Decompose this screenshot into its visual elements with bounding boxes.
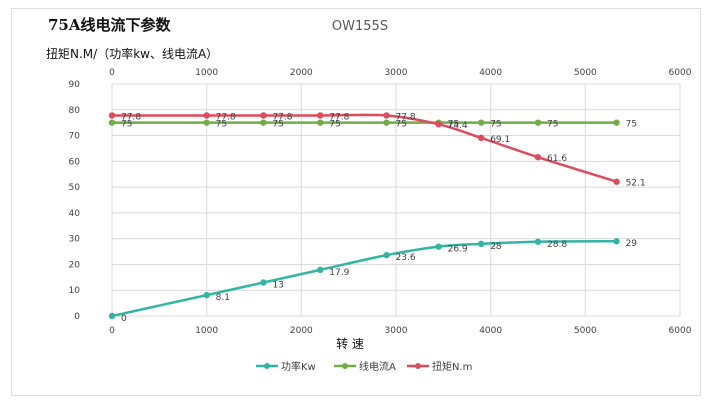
x-tick-label-bottom: 2000 [290,326,313,336]
data-label: 13 [272,280,283,290]
y-tick-label: 40 [69,209,81,219]
y-tick-label: 30 [69,235,81,245]
data-point [317,266,324,274]
y-tick-label: 50 [69,183,81,193]
y-tick-label: 70 [69,132,81,142]
data-point [108,112,116,119]
data-point [108,119,116,126]
data-label: 75 [216,120,227,130]
x-tick-label-bottom: 3000 [385,326,408,336]
legend-label: 扭矩N.m [432,360,472,373]
x-tick-label-top: 1000 [195,68,218,78]
y-tick-label: 80 [69,106,81,116]
data-point [435,243,442,250]
data-point [203,291,210,299]
x-tick-label-bottom: 5000 [574,326,597,336]
data-label: 52.1 [626,179,646,189]
data-label: 29 [626,239,638,249]
y-axis-label: 扭矩N.M/（功率kw、线电流A） [46,47,219,61]
data-label: 75 [396,120,407,130]
data-point [613,178,620,185]
y-tick-label: 90 [69,80,81,90]
data-label: 75 [448,120,459,130]
data-label: 28.8 [547,240,567,250]
data-label: 26.9 [448,245,468,255]
data-label: 8.1 [216,293,230,303]
data-point [435,121,442,128]
series-line [111,113,617,183]
model-title: OW155S [331,19,389,34]
data-label: 75 [547,120,558,130]
data-point [260,112,267,119]
data-label: 77.8 [329,112,349,122]
data-label: 28 [490,242,502,252]
data-point [613,119,620,126]
y-tick-label: 20 [69,260,81,270]
data-point [203,112,210,119]
data-point [108,312,116,320]
x-tick-label-bottom: 6000 [669,326,692,336]
x-tick-label-bottom: 1000 [195,326,218,336]
x-tick-label-top: 6000 [669,68,692,78]
y-tick-label: 60 [69,157,81,167]
data-point [317,112,324,119]
data-point [260,119,267,126]
data-label: 77.8 [396,112,416,122]
legend-label: 功率Kw [281,360,316,373]
data-point [534,154,542,161]
data-point [478,240,485,248]
data-label: 77.8 [121,112,141,122]
x-axis-label: 转 速 [336,336,364,351]
data-label: 23.6 [396,253,416,263]
data-point [383,119,390,126]
x-tick-label-top: 5000 [574,68,597,78]
data-point [260,279,267,286]
series-line [111,239,617,318]
data-label: 0 [121,314,127,324]
data-label: 77.8 [272,112,292,122]
data-label: 69.1 [490,135,510,145]
x-tick-label-bottom: 0 [109,326,115,336]
data-label: 61.6 [547,154,567,164]
data-label: 74.4 [448,121,468,131]
legend-marker [415,363,421,369]
data-point [478,119,485,126]
data-point [317,119,324,126]
data-point [383,251,390,259]
data-label: 17.9 [329,268,349,278]
data-label: 77.8 [216,112,236,122]
data-point [534,238,542,245]
data-point [534,119,542,126]
x-tick-label-bottom: 4000 [479,326,502,336]
y-tick-label: 10 [69,286,81,296]
y-tick-label: 0 [74,312,80,322]
data-point [613,238,620,245]
legend-marker [342,363,348,369]
data-point [203,119,210,126]
data-point [383,112,390,119]
x-tick-label-top: 0 [109,68,115,78]
legend-marker [264,363,270,369]
data-point [478,134,485,142]
legend-label: 线电流A [359,360,396,373]
data-label: 75 [121,120,132,130]
data-label: 75 [272,120,283,130]
chart-title: 75A线电流下参数 [48,16,171,34]
data-label: 75 [490,120,501,130]
x-tick-label-top: 4000 [479,68,502,78]
data-label: 75 [329,120,340,130]
data-label: 75 [626,120,637,130]
x-tick-label-top: 2000 [290,68,313,78]
chart-border [11,8,701,396]
x-tick-label-top: 3000 [385,68,408,78]
